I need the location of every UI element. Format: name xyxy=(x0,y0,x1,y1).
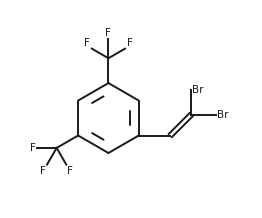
Text: Br: Br xyxy=(217,110,228,120)
Text: F: F xyxy=(30,143,36,153)
Text: F: F xyxy=(40,166,46,176)
Text: F: F xyxy=(67,166,73,176)
Text: F: F xyxy=(106,28,111,38)
Text: F: F xyxy=(127,38,133,48)
Text: Br: Br xyxy=(192,85,204,95)
Text: F: F xyxy=(84,38,90,48)
